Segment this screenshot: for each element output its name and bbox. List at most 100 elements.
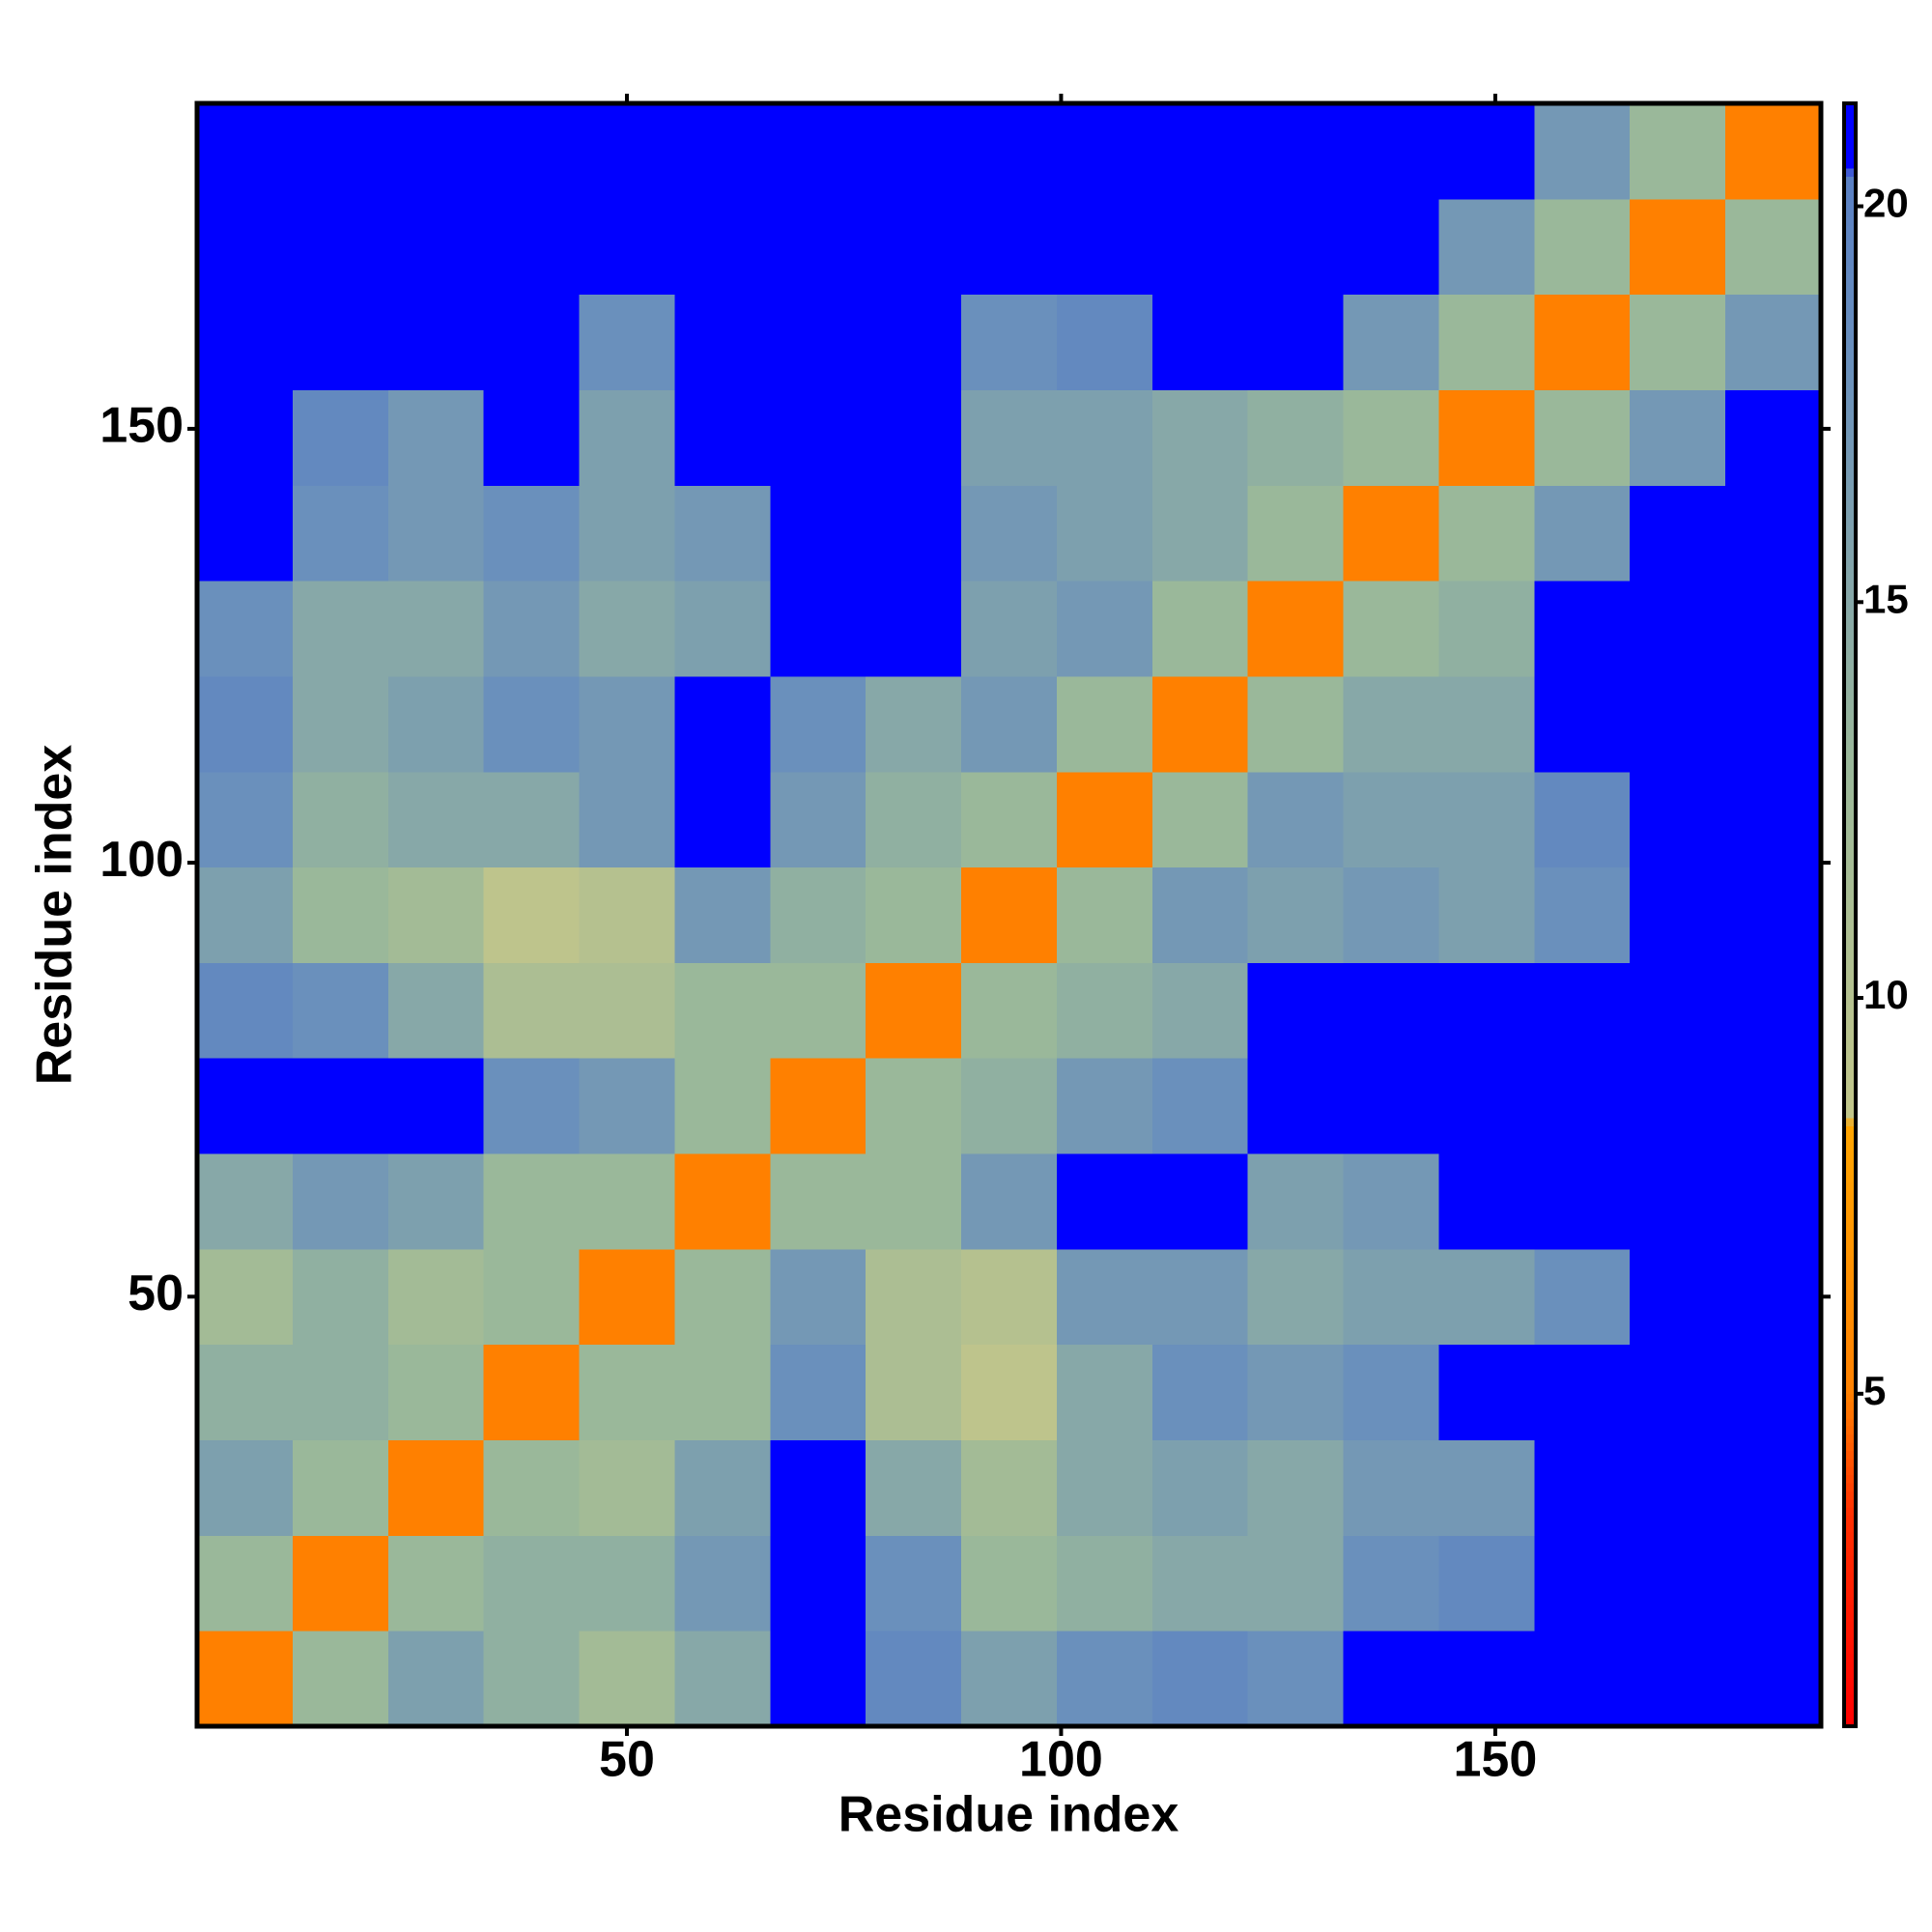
colorbar-segment [1844, 1548, 1856, 1557]
heatmap-cell [292, 485, 389, 582]
colorbar-segment [1844, 1280, 1856, 1289]
heatmap-cell [1630, 581, 1726, 677]
heatmap-cell [1247, 867, 1345, 963]
colorbar-segment [1844, 1539, 1856, 1548]
colorbar-segment [1844, 1214, 1856, 1224]
heatmap-cell [1438, 1248, 1535, 1346]
colorbar-segment [1844, 1101, 1856, 1111]
colorbar-segment [1844, 1579, 1856, 1589]
colorbar-segment [1844, 1142, 1856, 1151]
heatmap-cell [1725, 198, 1822, 296]
heatmap-cell [483, 1439, 581, 1536]
heatmap-cell [1438, 1535, 1535, 1632]
heatmap-cell [1151, 1248, 1249, 1346]
heatmap-cell [1534, 485, 1631, 582]
colorbar: 5 10 15 20 [1842, 101, 1909, 1728]
heatmap-cell [292, 675, 389, 773]
colorbar-segment [1844, 801, 1856, 810]
colorbar-segment [1844, 898, 1856, 908]
heatmap-cell [866, 867, 962, 963]
heatmap-cell [387, 1248, 485, 1346]
colorbar-segment [1844, 1264, 1856, 1273]
heatmap-cell [579, 1344, 675, 1441]
colorbar-segment [1844, 281, 1856, 291]
heatmap-cell [961, 485, 1058, 582]
heatmap-cell [483, 485, 581, 582]
colorbar-segment [1844, 582, 1856, 591]
heatmap-cell [1534, 294, 1631, 390]
heatmap-cell [579, 198, 675, 296]
heatmap-cell [483, 1344, 581, 1441]
heatmap-cell [1056, 103, 1153, 200]
heatmap-cell [1343, 1535, 1439, 1632]
colorbar-segment [1844, 590, 1856, 599]
x-axis-title: Residue index [838, 1787, 1179, 1843]
heatmap-cell [1534, 1631, 1631, 1727]
heatmap-cell [1056, 1248, 1153, 1346]
heatmap-cell [1056, 294, 1153, 390]
heatmap-cell [1056, 1153, 1153, 1250]
colorbar-segment [1844, 1588, 1856, 1598]
heatmap-cell [579, 485, 675, 582]
colorbar-segment [1844, 111, 1856, 121]
heatmap-cell [1343, 1439, 1439, 1536]
heatmap-cell [483, 1153, 581, 1250]
colorbar-segment [1844, 1093, 1856, 1102]
heatmap-cell [1534, 1344, 1631, 1441]
colorbar-segment [1844, 1271, 1856, 1281]
heatmap-cell [1151, 389, 1249, 486]
heatmap-cell [770, 1248, 867, 1346]
colorbar-segment [1844, 1158, 1856, 1167]
heatmap-cell [1343, 675, 1439, 773]
colorbar-segment [1844, 192, 1856, 202]
colorbar-segment [1844, 493, 1856, 502]
colorbar-tick-label: 10 [1863, 972, 1909, 1017]
colorbar-segment [1844, 923, 1856, 932]
heatmap-cell [197, 771, 294, 868]
heatmap-cell [292, 867, 389, 963]
heatmap-cell [961, 1535, 1058, 1632]
colorbar-segment [1844, 1450, 1856, 1460]
heatmap-cell [674, 389, 771, 486]
colorbar-segment [1844, 1661, 1856, 1670]
colorbar-segment [1844, 1426, 1856, 1435]
colorbar-segment [1844, 1174, 1856, 1183]
heatmap-cell [674, 1631, 771, 1727]
colorbar-segment [1844, 784, 1856, 794]
heatmap-cell [1151, 1631, 1249, 1727]
colorbar-segment [1844, 646, 1856, 656]
colorbar-segment [1844, 1701, 1856, 1711]
heatmap-cell [1151, 198, 1249, 296]
colorbar-segment [1844, 1288, 1856, 1297]
heatmap-cell [866, 1248, 962, 1346]
heatmap-cell [1151, 962, 1249, 1059]
heatmap-cell [961, 867, 1058, 963]
heatmap-cell [1056, 675, 1153, 773]
heatmap-cell [197, 1248, 294, 1346]
heatmap-cell [1056, 771, 1153, 868]
heatmap-cell [1247, 1535, 1345, 1632]
colorbar-segment [1844, 1653, 1856, 1662]
heatmap-cell [1534, 1153, 1631, 1250]
heatmap-cell [387, 1631, 485, 1727]
heatmap-cell [579, 1248, 675, 1346]
heatmap-cell [387, 198, 485, 296]
heatmap-cell [197, 1153, 294, 1250]
colorbar-segment [1844, 1345, 1856, 1354]
colorbar-segment [1844, 947, 1856, 956]
heatmap-cell [866, 581, 962, 677]
heatmap-cell [387, 1058, 485, 1154]
colorbar-segment [1844, 817, 1856, 827]
heatmap-cell [197, 389, 294, 486]
colorbar-segment [1844, 963, 1856, 973]
heatmap-cell [1725, 103, 1822, 200]
heatmap-cell [770, 675, 867, 773]
colorbar-segment [1844, 1133, 1856, 1143]
colorbar-segment [1844, 103, 1856, 112]
colorbar-segment [1844, 1199, 1856, 1208]
heatmap-cell [1247, 581, 1345, 677]
colorbar-segment [1844, 980, 1856, 989]
colorbar-segment [1844, 1402, 1856, 1410]
heatmap-cell [292, 962, 389, 1059]
colorbar-segment [1844, 1498, 1856, 1508]
